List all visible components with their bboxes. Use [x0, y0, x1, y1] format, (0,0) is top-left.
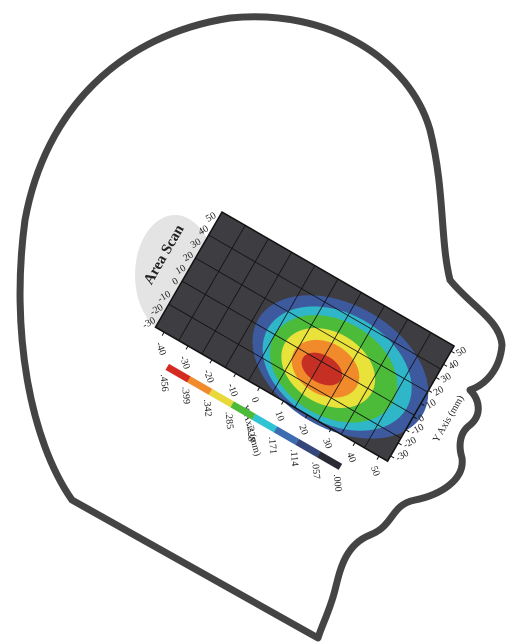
tick-mark	[281, 400, 284, 405]
y-tick-label-left: 10	[174, 263, 188, 278]
y-tick-label-left: 20	[181, 250, 195, 265]
y-tick-label: 30	[439, 371, 453, 386]
grid-line	[340, 318, 409, 435]
colorbar-label: .228	[244, 424, 256, 442]
colorbar-label: .171	[266, 436, 278, 454]
tick-mark	[161, 331, 165, 336]
y-tick-label: 20	[432, 384, 446, 399]
tick-mark	[328, 428, 332, 433]
tick-mark	[420, 403, 425, 407]
y-tick-label-left: 40	[196, 223, 210, 238]
colorbar-label: .342	[201, 399, 213, 417]
grid-line	[317, 305, 385, 422]
x-tick-label: 20	[296, 423, 310, 436]
tick-mark	[257, 387, 261, 392]
x-tick-label: 0	[249, 396, 261, 404]
grid-line	[271, 278, 339, 395]
scan-grid	[168, 225, 441, 448]
grid-line	[178, 225, 246, 341]
x-tick-label: -40	[153, 341, 168, 357]
y-tick-label: 0	[416, 413, 426, 425]
x-tick-label: 10	[273, 410, 287, 423]
area-scan: Area Scan X Axis (mm) Y Axis (mm) .456.3…	[141, 210, 469, 492]
tick-mark	[443, 363, 448, 367]
tick-mark	[233, 373, 237, 378]
colorbar: .456 .399 .342 .285 .228 .171 .114 .057 .000	[158, 363, 343, 492]
tick-mark	[450, 350, 455, 354]
grid-line	[181, 280, 415, 416]
y-tick-label: 40	[447, 358, 461, 373]
colorbar-swatch	[230, 401, 256, 420]
tick-mark	[390, 455, 395, 459]
y-tick-label-left: 0	[171, 276, 181, 288]
colorbar-label: .399	[179, 386, 191, 404]
colorbar-swatch	[165, 363, 191, 383]
colorbar-label: .114	[288, 449, 300, 467]
y-tick-label: 50	[454, 345, 468, 360]
colorbar-swatch	[295, 438, 321, 458]
y-tick-label: 10	[424, 397, 438, 412]
grid-line	[201, 238, 269, 355]
tick-mark	[185, 345, 189, 350]
x-tick-label: 40	[344, 451, 358, 464]
colorbar-swatch	[187, 376, 213, 395]
x-tick-label: -30	[177, 354, 192, 370]
colorbar-swatch	[252, 413, 278, 433]
colorbar-label: .456	[158, 374, 170, 392]
grid-line	[224, 252, 292, 368]
grid-line	[294, 292, 362, 408]
tick-mark	[405, 429, 410, 433]
grid-line	[208, 234, 441, 370]
grid-line	[168, 303, 402, 439]
tick-mark	[428, 390, 433, 393]
y-tick-label: -30	[394, 448, 411, 464]
y-tick-label-left: 50	[204, 210, 218, 225]
colorbar-swatch	[317, 451, 343, 470]
colorbar-label: .057	[309, 461, 321, 479]
head-outline	[16, 13, 506, 642]
tick-mark	[413, 416, 417, 420]
y-tick-label-left: 30	[189, 236, 203, 251]
x-tick-label: -10	[225, 382, 240, 398]
colorbar-swatch	[208, 388, 234, 408]
x-tick-label: 50	[368, 465, 382, 478]
x-tick-label: 30	[320, 437, 334, 450]
grid-line	[195, 257, 428, 393]
x-tick-label: -20	[201, 368, 216, 384]
tick-mark	[376, 455, 380, 460]
tick-mark	[209, 359, 213, 364]
tick-mark	[304, 414, 308, 419]
colorbar-label: .285	[223, 411, 235, 429]
colorbar-label: .000	[331, 474, 343, 492]
colorbar-swatch	[273, 426, 299, 445]
tick-mark	[435, 376, 440, 380]
grid-line	[247, 265, 316, 381]
tick-mark	[352, 442, 356, 447]
tick-mark	[397, 442, 402, 446]
grid-line	[364, 332, 432, 448]
heat-contour	[301, 352, 343, 386]
